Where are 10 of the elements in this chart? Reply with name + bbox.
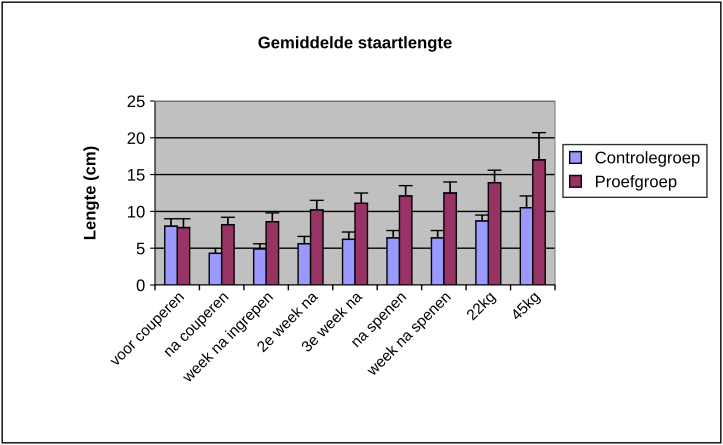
y-tick-label: 25 [128, 95, 145, 108]
y-tick-label: 10 [128, 206, 145, 218]
y-tick-label: 15 [128, 169, 145, 181]
y-axis-title: Lengte (cm) [83, 146, 99, 240]
y-tick-label: 20 [128, 132, 145, 144]
y-tick-label: 5 [136, 242, 145, 254]
y-tick-label: 0 [136, 279, 145, 292]
legend-label: Proefgroep [596, 175, 676, 191]
legend-label: Controlegroep [596, 151, 700, 167]
chart-title: Gemiddelde staartlengte [258, 36, 452, 52]
